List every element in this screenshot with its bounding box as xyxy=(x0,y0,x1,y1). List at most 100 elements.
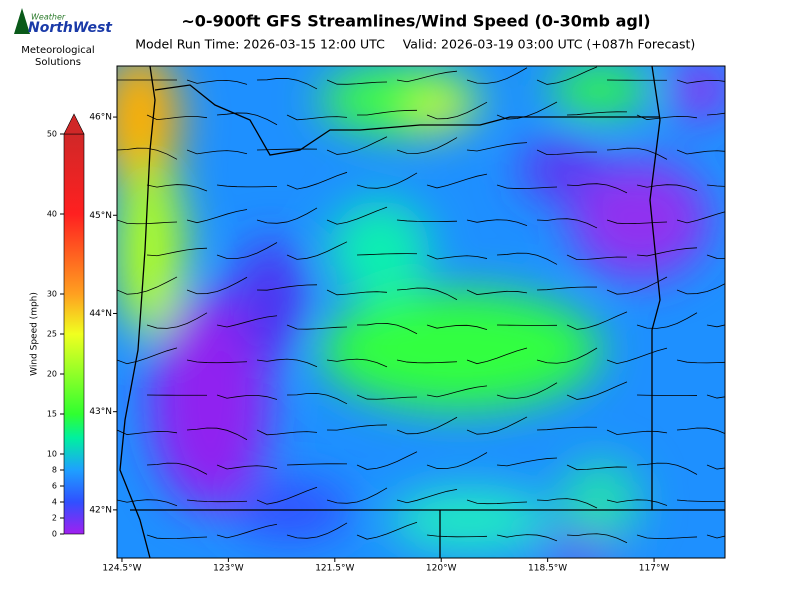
logo-name: NorthWest xyxy=(28,20,113,36)
streamline xyxy=(186,209,248,224)
logo-top: Weather xyxy=(31,13,66,22)
streamline xyxy=(117,429,178,435)
streamline xyxy=(676,149,725,155)
streamline xyxy=(256,77,318,90)
streamline xyxy=(256,486,318,505)
streamline xyxy=(606,499,668,506)
streamline xyxy=(496,101,558,120)
streamline xyxy=(566,381,628,400)
streamline xyxy=(356,451,418,470)
streamline xyxy=(496,252,558,265)
x-tick-label: 123°W xyxy=(213,564,244,574)
x-tick-label: 117°W xyxy=(639,564,670,574)
streamline xyxy=(636,462,698,475)
y-tick-label: 45°N xyxy=(89,211,112,221)
streamline xyxy=(466,347,528,365)
streamline xyxy=(186,427,248,441)
streamline xyxy=(706,254,725,259)
streamline xyxy=(426,254,488,260)
streamline xyxy=(496,534,558,542)
streamline xyxy=(117,219,178,225)
streamline xyxy=(216,242,278,259)
colorbar-tick-label: 50 xyxy=(47,130,57,139)
streamline xyxy=(326,206,388,225)
x-tick-label: 118.5°W xyxy=(528,564,567,574)
streamline xyxy=(536,498,598,509)
streamline xyxy=(606,219,668,225)
streamline xyxy=(706,184,725,187)
streamline xyxy=(146,184,208,192)
logo: Weather NorthWest Meteorological Solutio… xyxy=(14,8,113,68)
streamline xyxy=(426,385,488,398)
streamline xyxy=(426,324,488,331)
colorbar-tick-label: 2 xyxy=(52,514,57,523)
streamline xyxy=(566,111,628,116)
streamline xyxy=(636,247,698,257)
streamline xyxy=(676,79,725,84)
streamline xyxy=(286,241,348,260)
streamline xyxy=(396,488,458,504)
streamline xyxy=(496,382,558,399)
streamline xyxy=(117,347,178,365)
streamline xyxy=(396,287,458,301)
y-tick-label: 46°N xyxy=(89,113,112,123)
streamline xyxy=(496,457,558,467)
map-frame xyxy=(116,65,726,559)
streamline xyxy=(286,393,348,405)
x-tick-label: 124.5°W xyxy=(102,564,141,574)
streamline xyxy=(146,534,208,540)
colorbar-label: Wind Speed (mph) xyxy=(30,292,40,376)
streamline xyxy=(536,347,598,364)
streamline xyxy=(676,283,725,295)
streamline xyxy=(256,284,318,291)
streamline xyxy=(566,311,628,330)
streamline xyxy=(636,394,698,396)
model-run: Model Run Time: 2026-03-15 12:00 UTC xyxy=(135,37,385,52)
colorbar-tick-label: 15 xyxy=(47,410,57,419)
streamline xyxy=(286,171,348,190)
streamline xyxy=(636,114,698,120)
streamline xyxy=(146,247,208,257)
streamline xyxy=(356,394,418,400)
streamline xyxy=(186,149,248,155)
title: ~0-900ft GFS Streamlines/Wind Speed (0-3… xyxy=(181,12,650,31)
streamline xyxy=(426,101,488,120)
streamline xyxy=(216,315,278,328)
colorbar-tick-label: 25 xyxy=(47,330,57,339)
colorbar-tick-label: 20 xyxy=(47,370,57,379)
borders xyxy=(119,66,725,558)
streamline xyxy=(356,323,418,335)
streamline xyxy=(706,534,725,539)
streamline xyxy=(286,324,348,330)
y-tick-label: 44°N xyxy=(89,309,112,319)
streamline xyxy=(396,359,458,364)
streamline xyxy=(186,79,248,85)
streamline xyxy=(676,427,725,434)
x-tick-label: 120°W xyxy=(426,564,457,574)
streamline xyxy=(426,452,488,469)
logo-text: Meteorological xyxy=(21,45,94,56)
streamline xyxy=(566,254,628,261)
streamline xyxy=(396,70,458,83)
streamline xyxy=(326,136,388,155)
streamline xyxy=(706,464,725,470)
streamline xyxy=(566,464,628,471)
streamline xyxy=(256,429,318,436)
streamline xyxy=(326,487,388,504)
streamline xyxy=(426,173,488,189)
streamline xyxy=(536,218,598,229)
streamline xyxy=(606,147,668,160)
streamline xyxy=(117,499,178,507)
wind-field xyxy=(117,66,725,558)
streamline xyxy=(676,359,725,364)
y-tick-label: 43°N xyxy=(89,407,112,417)
streamline xyxy=(186,359,248,364)
streamline xyxy=(117,147,178,160)
streamline xyxy=(466,67,528,84)
streamline xyxy=(356,109,418,116)
streamline xyxy=(286,463,348,466)
streamline xyxy=(117,276,178,295)
colorbar-tick-label: 4 xyxy=(52,498,57,507)
streamline xyxy=(466,499,528,505)
